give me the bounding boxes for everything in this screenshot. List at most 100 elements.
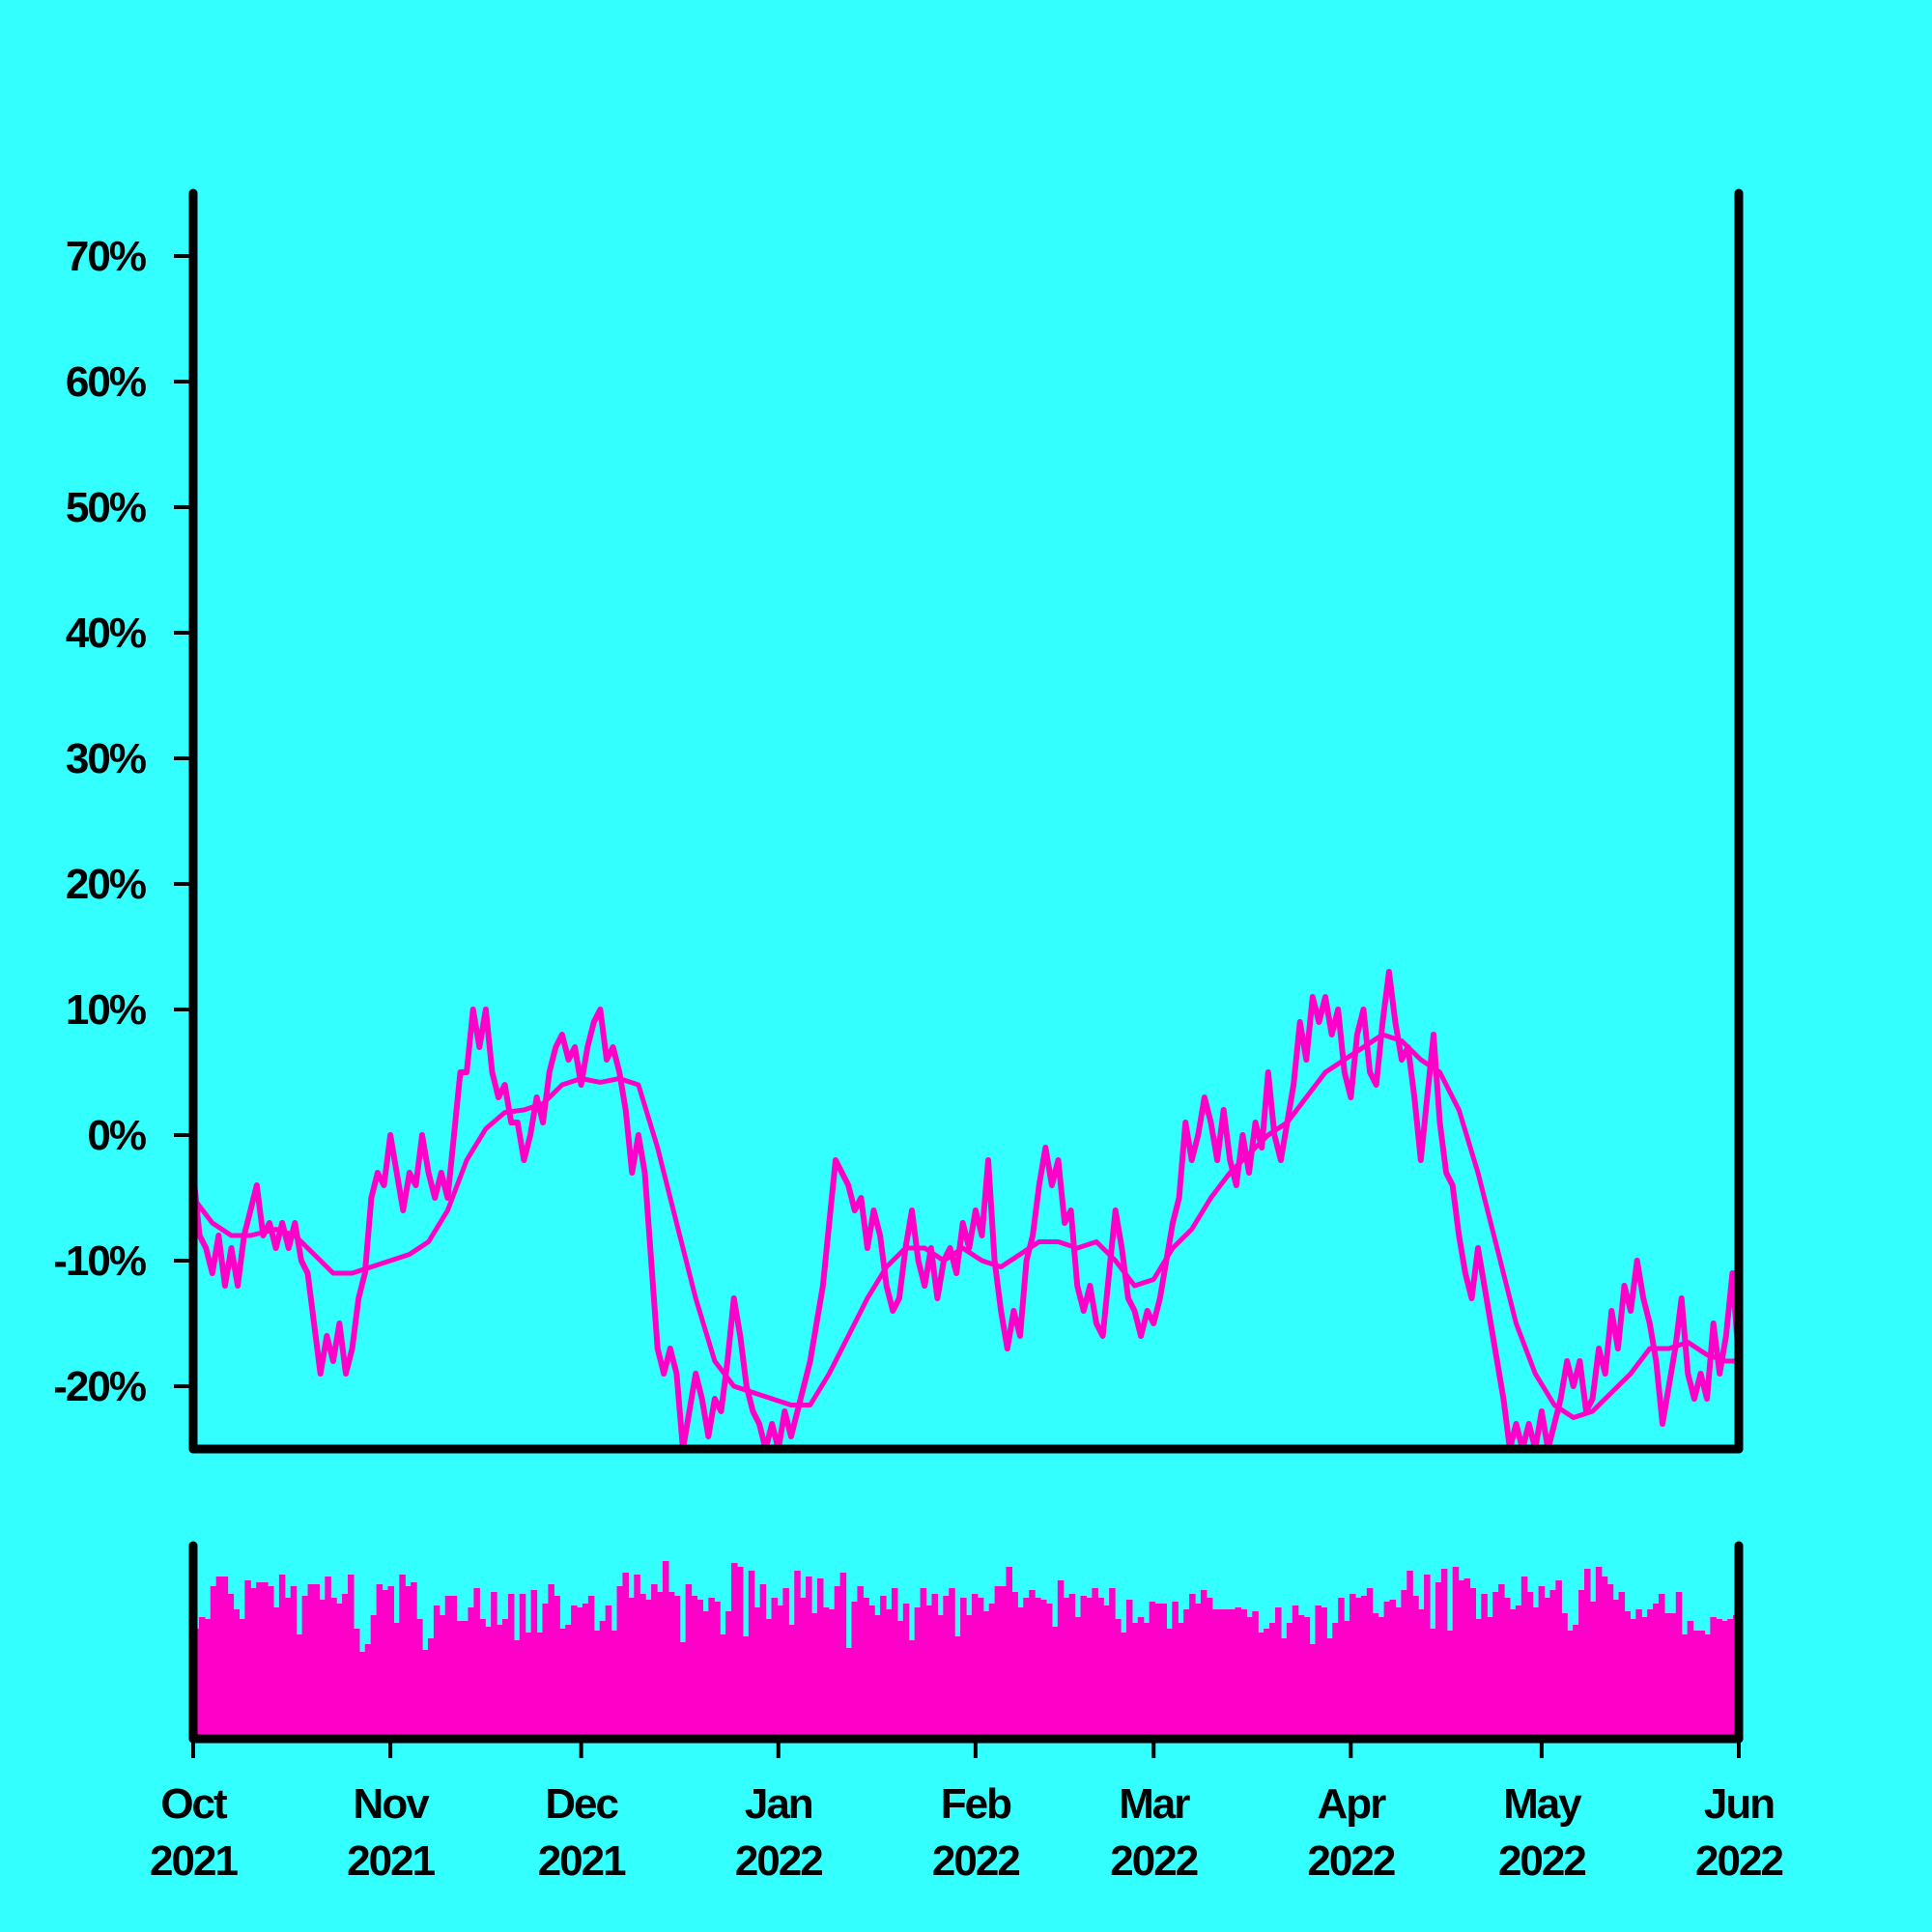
- volume-bar: [828, 1609, 836, 1739]
- volume-bar: [1509, 1609, 1517, 1739]
- volume-bar: [748, 1571, 755, 1739]
- volume-bar: [519, 1594, 526, 1739]
- volume-bar: [198, 1617, 206, 1739]
- volume-bar: [530, 1590, 538, 1739]
- volume-bar: [244, 1580, 251, 1739]
- volume-bar: [1303, 1617, 1311, 1739]
- volume-bar: [1641, 1617, 1648, 1739]
- volume-bar: [1716, 1619, 1722, 1739]
- volume-bar: [342, 1594, 349, 1739]
- volume-bar: [1354, 1598, 1362, 1739]
- volume-bar: [221, 1577, 229, 1739]
- volume-bar: [1401, 1590, 1407, 1739]
- volume-bar: [765, 1619, 773, 1739]
- x-axis-ticks: Oct 2021 Nov 2021 Dec 2021 Jan 2022 Feb 2022 Mar 20…: [150, 1739, 1784, 1885]
- volume-bar: [210, 1586, 217, 1739]
- volume-bar: [1458, 1580, 1465, 1739]
- volume-bar: [1035, 1598, 1041, 1739]
- volume-bar: [422, 1650, 429, 1739]
- volume-bar: [931, 1594, 938, 1739]
- volume-bar: [548, 1584, 554, 1739]
- volume-bar: [1469, 1588, 1477, 1739]
- x-tick-year: 2022: [1695, 1837, 1782, 1885]
- volume-bar: [960, 1598, 967, 1739]
- volume-bar: [376, 1584, 384, 1739]
- volume-bar: [268, 1586, 274, 1739]
- volume-bar: [525, 1633, 532, 1739]
- x-tick-year: 2022: [932, 1837, 1019, 1885]
- volume-bar: [565, 1625, 572, 1739]
- volume-bar: [1549, 1590, 1556, 1739]
- volume-bar: [1252, 1611, 1259, 1739]
- volume-bar: [622, 1573, 629, 1739]
- volume-bar: [1195, 1604, 1202, 1739]
- x-tick-year: 2022: [1110, 1837, 1197, 1885]
- axes-frame: [188, 188, 1744, 1744]
- volume-bar: [1532, 1607, 1540, 1739]
- y-tick-label: 50%: [66, 484, 146, 531]
- volume-bar: [233, 1609, 241, 1739]
- volume-bar: [348, 1575, 355, 1739]
- volume-bar: [806, 1577, 812, 1739]
- volume-bar: [1040, 1600, 1047, 1739]
- volume-bar: [708, 1598, 715, 1739]
- volume-bar: [1321, 1607, 1327, 1739]
- volume-bar: [353, 1629, 360, 1739]
- volume-bar: [1315, 1605, 1322, 1739]
- y-tick-label: 0%: [87, 1112, 145, 1159]
- volume-bar: [1092, 1588, 1098, 1739]
- volume-bar: [1360, 1596, 1368, 1739]
- volume-bar: [571, 1605, 578, 1739]
- series-line-smoothed: [193, 1032, 1739, 1420]
- volume-bar: [307, 1584, 315, 1739]
- volume-bar: [1481, 1594, 1488, 1739]
- volume-bar: [559, 1629, 566, 1739]
- volume-bar: [1383, 1602, 1391, 1739]
- volume-bar: [1286, 1623, 1293, 1739]
- volume-bar: [439, 1615, 446, 1739]
- volume-bar: [1366, 1588, 1374, 1739]
- volume-bar: [777, 1605, 783, 1739]
- volume-bar: [800, 1598, 807, 1739]
- volume-bar: [382, 1590, 389, 1739]
- volume-bar: [1584, 1569, 1591, 1739]
- volume-bar: [502, 1619, 509, 1739]
- volume-bar: [1115, 1619, 1122, 1739]
- volume-bar: [1160, 1604, 1168, 1739]
- x-tick-year: 2021: [150, 1837, 238, 1885]
- volume-bar: [1663, 1613, 1671, 1739]
- volume-bar: [1154, 1604, 1162, 1739]
- volume-bar: [1057, 1580, 1065, 1739]
- volume-bar: [1704, 1634, 1711, 1739]
- volume-bar: [937, 1615, 944, 1739]
- x-tick-month: Nov: [354, 1780, 431, 1828]
- volume-bar: [290, 1586, 298, 1739]
- volume-bar: [582, 1604, 589, 1739]
- volume-bar: [1555, 1580, 1562, 1739]
- volume-bar: [1172, 1602, 1179, 1739]
- volume-bar: [416, 1619, 423, 1739]
- volume-bar: [1125, 1600, 1133, 1739]
- volume-bar: [1463, 1578, 1471, 1739]
- volume-bar: [891, 1588, 898, 1739]
- volume-bar: [1418, 1609, 1425, 1739]
- y-tick-label: 20%: [66, 861, 146, 908]
- volume-bar: [1659, 1594, 1665, 1739]
- volume-bar: [1275, 1607, 1282, 1739]
- volume-bar: [325, 1577, 331, 1739]
- x-tick-year: 2021: [538, 1837, 626, 1885]
- volume-bar: [1297, 1615, 1305, 1739]
- volume-bar: [1097, 1598, 1104, 1739]
- volume-bar: [971, 1594, 979, 1739]
- volume-bar: [863, 1598, 869, 1739]
- x-tick-month: Jun: [1704, 1780, 1774, 1828]
- volume-bar: [1440, 1569, 1448, 1739]
- x-tick-month: Mar: [1119, 1780, 1190, 1828]
- volume-bar: [782, 1588, 789, 1739]
- volume-bar: [1389, 1600, 1397, 1739]
- volume-bar: [1653, 1604, 1660, 1739]
- volume-bar: [1573, 1625, 1579, 1739]
- y-tick-label: 10%: [66, 986, 146, 1034]
- volume-bar: [1675, 1592, 1683, 1739]
- volume-bar: [1430, 1629, 1436, 1739]
